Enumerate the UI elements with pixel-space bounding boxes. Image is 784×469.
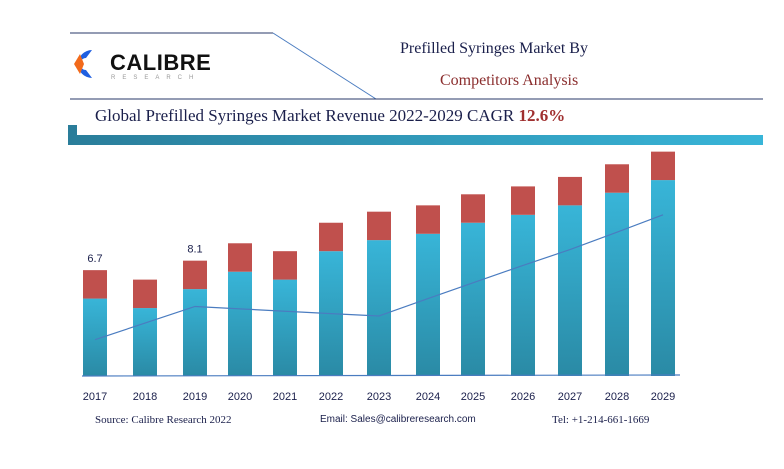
x-tick-2028: 2028 — [605, 391, 629, 403]
x-tick-2029: 2029 — [651, 391, 675, 403]
cagr-value: 12.6% — [518, 106, 566, 125]
logo-tagline: RESEARCH — [111, 75, 201, 81]
bar-top-2026 — [511, 186, 535, 215]
bar-top-2024 — [416, 205, 440, 234]
x-tick-2019: 2019 — [183, 391, 207, 403]
bar-base-2024 — [416, 233, 440, 376]
banner-bar — [68, 135, 763, 145]
header-subtitle: Competitors Analysis — [440, 72, 579, 89]
x-tick-2022: 2022 — [319, 391, 343, 403]
bar-top-2020 — [228, 243, 252, 272]
bar-base-2023 — [367, 240, 391, 376]
bar-base-2028 — [605, 192, 629, 376]
x-tick-2027: 2027 — [558, 391, 582, 403]
data-label-2017: 6.7 — [87, 253, 102, 265]
x-tick-2017: 2017 — [83, 391, 107, 403]
x-tick-2023: 2023 — [367, 391, 391, 403]
x-tick-2025: 2025 — [461, 391, 485, 403]
x-axis-line — [81, 374, 681, 377]
bar-top-2018 — [133, 279, 157, 309]
x-tick-2018: 2018 — [133, 391, 157, 403]
chart-title-text: Global Prefilled Syringes Market Revenue… — [95, 106, 515, 125]
bar-base-2018 — [133, 308, 157, 376]
bar-base-2025 — [461, 222, 485, 376]
bar-top-2029 — [651, 151, 675, 181]
x-tick-2020: 2020 — [228, 391, 252, 403]
bar-top-2017 — [83, 270, 107, 299]
footer-email: Email: Sales@calibreresearch.com — [320, 414, 476, 425]
bar-top-2027 — [558, 176, 582, 206]
footer-source: Source: Calibre Research 2022 — [95, 414, 232, 426]
bar-base-2019 — [183, 289, 207, 376]
bar-base-2020 — [228, 271, 252, 376]
logo-mark — [74, 50, 92, 78]
bar-top-2025 — [461, 194, 485, 223]
bar-top-2028 — [605, 164, 629, 193]
bar-base-2021 — [273, 279, 297, 376]
x-tick-2021: 2021 — [273, 391, 297, 403]
trend-line — [94, 214, 664, 341]
bar-top-2022 — [319, 222, 343, 252]
chart-title: Global Prefilled Syringes Market Revenue… — [95, 106, 565, 126]
bar-top-2021 — [273, 251, 297, 280]
x-tick-2024: 2024 — [416, 391, 440, 403]
bar-base-2027 — [558, 205, 582, 376]
x-tick-2026: 2026 — [511, 391, 535, 403]
data-label-2019: 8.1 — [187, 244, 202, 256]
logo-wordmark: CALIBRE — [110, 50, 212, 75]
bar-base-2029 — [651, 180, 675, 376]
bar-base-2026 — [511, 214, 535, 376]
footer-tel: Tel: +1-214-661-1669 — [552, 414, 650, 426]
header-title: Prefilled Syringes Market By — [400, 40, 588, 57]
bar-top-2019 — [183, 260, 207, 290]
bar-top-2023 — [367, 211, 391, 241]
